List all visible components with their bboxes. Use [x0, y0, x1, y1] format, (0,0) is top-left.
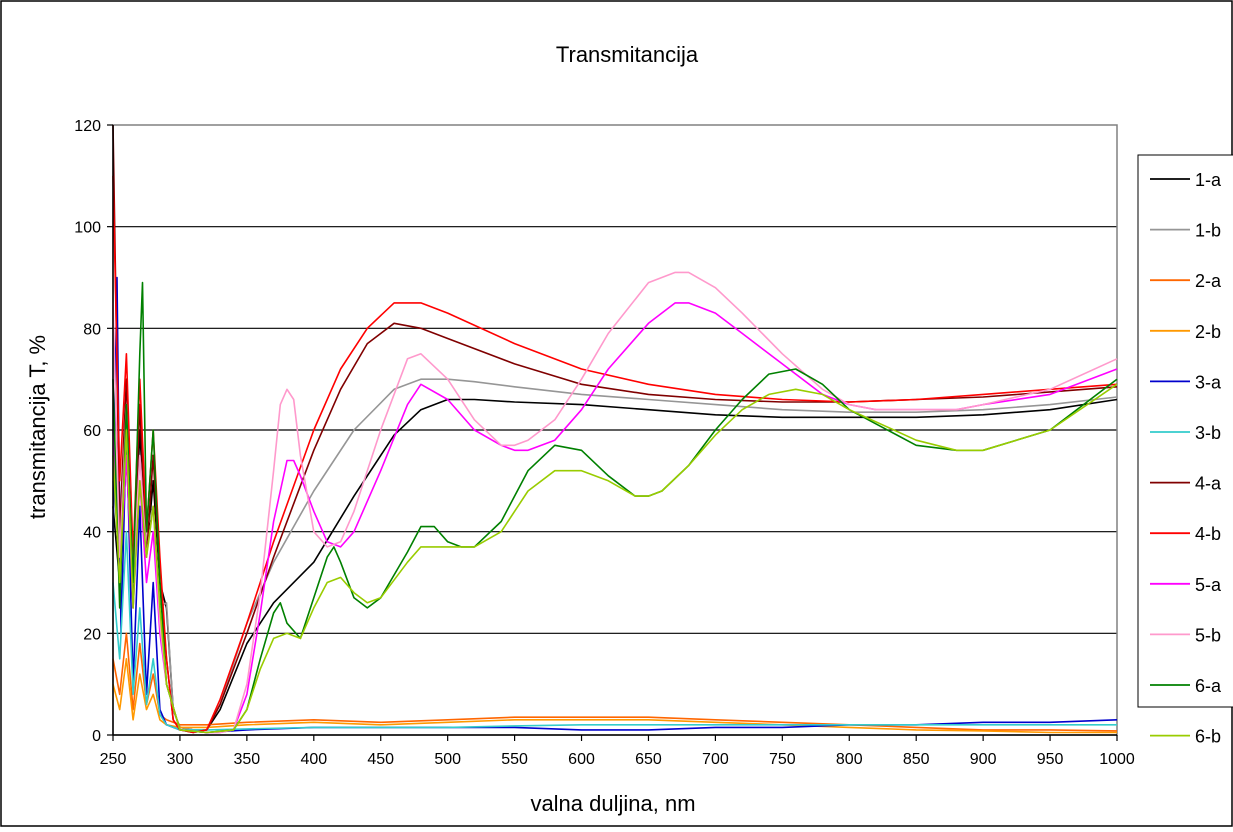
legend-label-6-a: 6-a	[1195, 676, 1222, 696]
y-tick-label: 20	[83, 626, 101, 643]
series-line-1-b	[112, 378, 1118, 731]
legend-box	[1137, 154, 1233, 708]
x-tick-label: 250	[100, 751, 127, 768]
legend-label-1-a: 1-a	[1195, 170, 1222, 190]
legend: 1-a 1-b 2-a 2-b 3-a 3-b 4-a 4-b 5-a 5-b 6-a 6-b	[1137, 154, 1233, 747]
x-tick-label: 300	[167, 751, 194, 768]
legend-label-4-b: 4-b	[1195, 524, 1221, 544]
legend-label-4-a: 4-a	[1195, 474, 1222, 494]
series-line-4-a	[112, 124, 1118, 734]
x-tick-label: 550	[501, 751, 528, 768]
x-tick-label: 700	[702, 751, 729, 768]
legend-label-5-b: 5-b	[1195, 625, 1221, 645]
legend-label-1-b: 1-b	[1195, 221, 1221, 241]
x-tick-label: 800	[836, 751, 863, 768]
series-line-6-b	[112, 383, 1118, 734]
y-tick-label: 80	[83, 321, 101, 338]
y-tick-label: 100	[74, 220, 101, 237]
x-tick-label: 750	[769, 751, 796, 768]
x-tick-label: 350	[234, 751, 261, 768]
x-tick-label: 900	[970, 751, 997, 768]
x-axis-label: valna duljina, nm	[530, 791, 695, 816]
x-tick-label: 950	[1037, 751, 1064, 768]
series-line-3-b	[112, 530, 1117, 731]
x-tick-label: 600	[568, 751, 595, 768]
y-tick-label: 120	[74, 118, 101, 135]
x-tick-label: 450	[367, 751, 394, 768]
gridlines	[113, 226, 1117, 634]
x-tick-label: 500	[434, 751, 461, 768]
y-tick-label: 40	[83, 525, 101, 542]
series-line-2-b	[112, 657, 1117, 734]
series-lines	[112, 124, 1118, 734]
x-tick-label: 400	[300, 751, 327, 768]
legend-label-3-b: 3-b	[1195, 423, 1221, 443]
legend-label-2-a: 2-a	[1195, 271, 1222, 291]
legend-items: 1-a 1-b 2-a 2-b 3-a 3-b 4-a 4-b 5-a 5-b 6-a 6-b	[1150, 170, 1222, 747]
series-line-6-a	[112, 281, 1118, 734]
y-tick-label: 0	[92, 728, 101, 745]
x-tick-label: 650	[635, 751, 662, 768]
legend-label-5-a: 5-a	[1195, 575, 1222, 595]
chart-title: Transmitancija	[556, 42, 699, 67]
axes: 0 20 40 60 80 100 120 250 300 350 400 450 500 550 600 6…	[74, 118, 1135, 768]
legend-label-3-a: 3-a	[1195, 372, 1222, 392]
legend-label-2-b: 2-b	[1195, 322, 1221, 342]
x-tick-label: 1000	[1099, 751, 1135, 768]
x-tick-label: 850	[903, 751, 930, 768]
y-axis-label: transmitancija T, %	[25, 335, 50, 519]
y-tick-label: 60	[83, 423, 101, 440]
legend-label-6-b: 6-b	[1195, 727, 1221, 747]
